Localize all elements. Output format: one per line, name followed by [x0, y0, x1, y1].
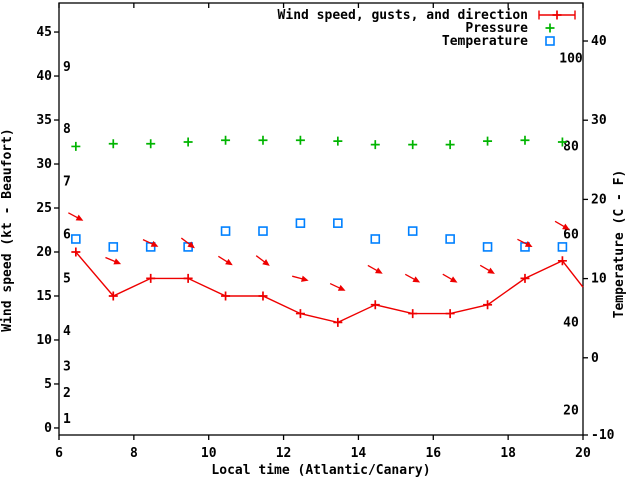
left-tick-label: 15 [36, 289, 52, 304]
left-tick-label: 5 [44, 377, 52, 392]
fahrenheit-label: 40 [563, 316, 579, 331]
series-pressure [71, 135, 567, 151]
fahrenheit-label: 60 [563, 228, 579, 243]
right-tick-label: 40 [591, 34, 607, 49]
left-tick-label: 35 [36, 113, 52, 128]
x-tick-label: 8 [130, 446, 138, 461]
x-tick-label: 6 [55, 446, 63, 461]
legend-label: Wind speed, gusts, and direction [278, 8, 528, 23]
beaufort-label: 2 [63, 386, 71, 401]
legend-label: Temperature [442, 34, 528, 49]
x-tick-label: 14 [351, 446, 367, 461]
series-wind-speed [71, 247, 584, 327]
beaufort-label: 8 [63, 122, 71, 137]
beaufort-label: 9 [63, 60, 71, 75]
left-tick-label: 40 [36, 69, 52, 84]
x-tick-label: 10 [201, 446, 217, 461]
right-tick-label: 20 [591, 192, 607, 207]
x-tick-label: 18 [500, 446, 516, 461]
beaufort-label: 4 [63, 324, 71, 339]
legend: Wind speed, gusts, and directionPressure… [278, 8, 576, 49]
beaufort-label: 6 [63, 227, 71, 242]
legend-label: Pressure [465, 21, 528, 36]
right-tick-label: 10 [591, 272, 607, 287]
plot-frame [58, 2, 584, 436]
beaufort-label: 5 [63, 271, 71, 286]
right-axis: -10 0 10 20 30 40 20 40 60 80 100 Temperature (C - … [559, 34, 627, 443]
left-tick-label: 0 [44, 421, 52, 436]
x-tick-label: 12 [276, 446, 292, 461]
fahrenheit-label: 20 [563, 404, 579, 419]
beaufort-label: 3 [63, 359, 71, 374]
left-tick-label: 45 [36, 25, 52, 40]
x-tick-label: 16 [425, 446, 441, 461]
left-tick-label: 20 [36, 245, 52, 260]
right-tick-label: 30 [591, 113, 607, 128]
beaufort-label: 7 [63, 175, 71, 190]
series-gust-direction-arrows [68, 212, 570, 291]
x-axis-title: Local time (Atlantic/Canary) [211, 463, 430, 478]
left-tick-label: 10 [36, 333, 52, 348]
right-tick-label: 0 [591, 351, 599, 366]
left-tick-label: 30 [36, 157, 52, 172]
x-tick-label: 20 [575, 446, 591, 461]
fahrenheit-label: 100 [559, 52, 583, 67]
series-temperature [71, 218, 568, 252]
fahrenheit-label: 80 [563, 140, 579, 155]
right-axis-title: Temperature (C - F) [612, 170, 627, 319]
beaufort-label: 1 [63, 412, 71, 427]
left-tick-label: 25 [36, 201, 52, 216]
left-axis-title: Wind speed (kt - Beaufort) [0, 128, 15, 332]
right-tick-label: -10 [591, 428, 615, 443]
